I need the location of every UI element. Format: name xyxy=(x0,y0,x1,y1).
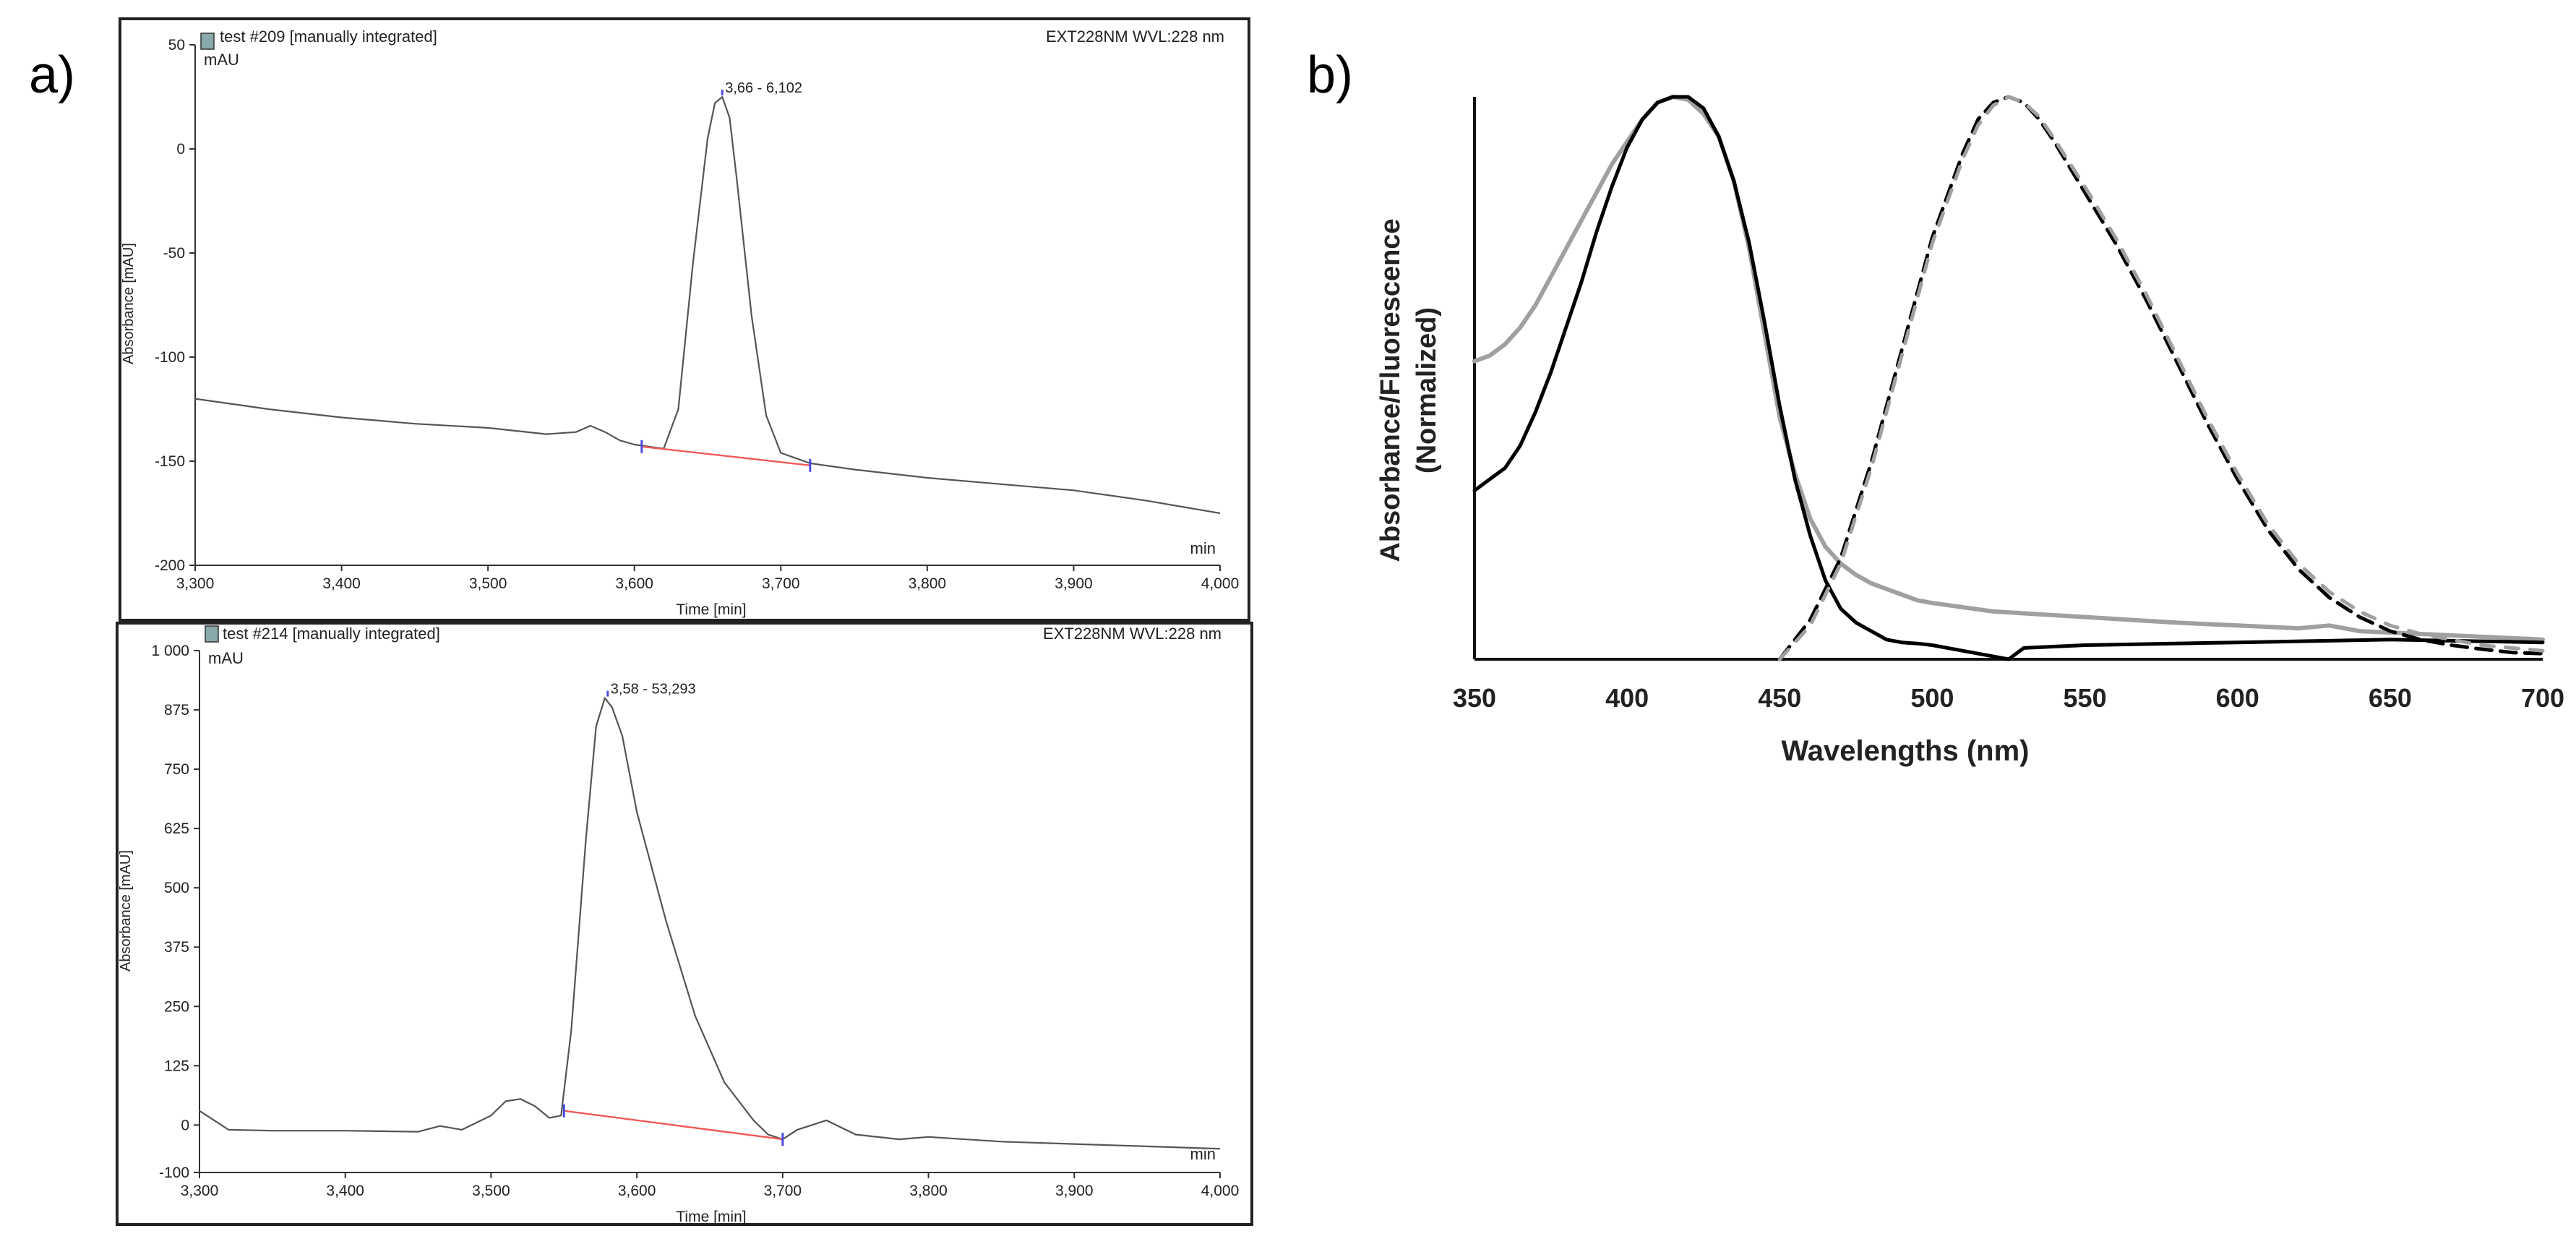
x-tick-label: 600 xyxy=(2216,683,2259,713)
report-icon xyxy=(205,625,219,643)
panel-frame xyxy=(119,17,1250,622)
y-axis-label-line2: (Normalized) xyxy=(1412,307,1442,473)
x-tick-label: 650 xyxy=(2369,683,2412,713)
chart-header-left: test #209 [manually integrated] xyxy=(220,27,437,46)
axes: 1 000 875 750 625 500 375 250 125 0 -100 3,300 3,40… xyxy=(151,643,1239,1199)
integration-baseline xyxy=(641,445,810,466)
x-tick-label: 4,000 xyxy=(1201,1183,1240,1199)
x-tick-label: 3,800 xyxy=(909,575,947,592)
plot-marks xyxy=(199,690,1221,1150)
y-tick-label: 875 xyxy=(164,702,189,719)
panel-label-a: a) xyxy=(29,46,75,104)
integration-baseline xyxy=(564,1110,783,1141)
y-tick-label: -100 xyxy=(159,1165,189,1181)
plot-marks xyxy=(1472,95,2545,661)
y-tick-label: 0 xyxy=(181,1117,189,1133)
y-tick-label: -200 xyxy=(155,557,185,574)
x-tick-label: 3,800 xyxy=(909,1183,948,1199)
series-absorbance-gray xyxy=(1472,95,2545,642)
y-tick-label: 1 000 xyxy=(151,643,189,659)
y-tick-label: 250 xyxy=(164,998,189,1015)
peak-annotation: 3,58 - 53,293 xyxy=(611,682,696,698)
x-tick-label: 4,000 xyxy=(1201,575,1240,592)
x-tick-label: 3,400 xyxy=(322,575,361,592)
y-unit-label: mAU xyxy=(204,51,239,69)
x-tick-label: 3,700 xyxy=(762,575,800,592)
x-tick-label: 3,500 xyxy=(469,575,507,592)
chromatogram-trace xyxy=(199,697,1221,1150)
series-fluorescence-gray-dashed xyxy=(1777,95,2545,661)
y-tick-label: -150 xyxy=(155,453,185,470)
spectra-chart: Absorbance/Fluorescence (Normalized) Wav… xyxy=(1375,95,2564,767)
x-tick-label: 3,700 xyxy=(764,1183,802,1199)
y-tick-label: 500 xyxy=(164,880,189,896)
y-tick-label: 0 xyxy=(176,141,185,158)
y-tick-label: -100 xyxy=(155,349,185,366)
x-tick-label: 550 xyxy=(2064,683,2107,713)
x-tick-label: 350 xyxy=(1453,683,1496,713)
x-tick-label: 450 xyxy=(1758,683,1801,713)
chart-header-left: test #214 [manually integrated] xyxy=(223,625,440,643)
x-tick-label: 3,600 xyxy=(615,575,653,592)
y-tick-label: 625 xyxy=(164,820,189,837)
report-icon xyxy=(200,33,215,50)
x-tick-label: 700 xyxy=(2521,683,2564,713)
series-fluorescence-black-dashed xyxy=(1777,95,2545,661)
panel-label-b: b) xyxy=(1307,46,1353,104)
x-tick-label: 3,600 xyxy=(618,1183,656,1199)
y-axis-label-line1: Absorbance/Fluorescence xyxy=(1375,218,1406,562)
axes: 350 400 450 500 550 600 650 700 xyxy=(1453,97,2564,713)
x-axis-label: Time [min] xyxy=(676,1209,746,1225)
x-tick-label: 400 xyxy=(1605,683,1649,713)
chart-header-right: EXT228NM WVL:228 nm xyxy=(1046,27,1224,46)
panel-frame xyxy=(116,622,1253,1226)
x-tick-label: 3,900 xyxy=(1055,575,1093,592)
plot-marks xyxy=(194,90,1221,515)
y-axis-label: Absorbance [mAU] xyxy=(118,850,134,972)
y-tick-label: 750 xyxy=(164,761,189,778)
chromatogram-trace xyxy=(194,95,1221,515)
y-axis-label: Absorbance [mAU] xyxy=(121,243,137,364)
y-tick-label: 125 xyxy=(164,1058,189,1074)
y-tick-label: 50 xyxy=(168,37,185,53)
x-tick-label: 3,300 xyxy=(176,575,215,592)
x-axis-label: Time [min] xyxy=(676,601,746,618)
chromatogram-bottom: test #214 [manually integrated] EXT228NM… xyxy=(116,622,1253,1226)
x-tick-label: 500 xyxy=(1910,683,1954,713)
series-absorbance-black xyxy=(1472,95,2545,661)
x-tick-label: 3,400 xyxy=(326,1183,364,1199)
peak-annotation: 3,66 - 6,102 xyxy=(725,80,802,96)
chromatogram-top: test #209 [manually integrated] EXT228NM… xyxy=(119,17,1250,622)
x-tick-label: 3,300 xyxy=(181,1183,219,1199)
x-axis-label: Wavelengths (nm) xyxy=(1782,735,2030,767)
x-tick-label: 3,500 xyxy=(472,1183,510,1199)
y-unit-label: mAU xyxy=(208,649,244,667)
x-tick-label: 3,900 xyxy=(1055,1183,1094,1199)
y-tick-label: 375 xyxy=(164,939,189,956)
chart-header-right: EXT228NM WVL:228 nm xyxy=(1043,625,1222,643)
x-unit-label: min xyxy=(1190,539,1216,557)
y-tick-label: -50 xyxy=(163,245,185,262)
